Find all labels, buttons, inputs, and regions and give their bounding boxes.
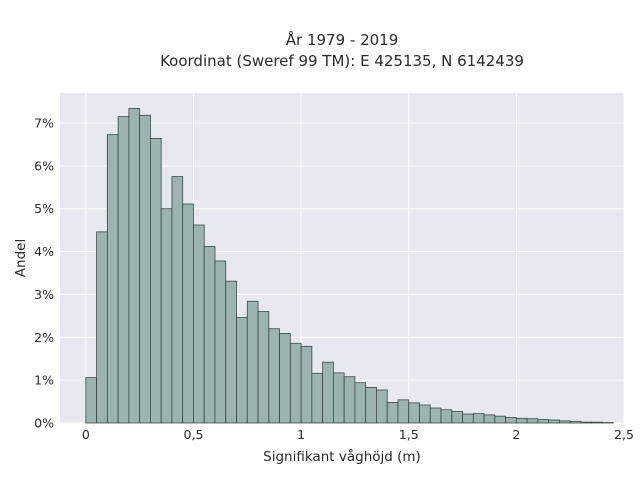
- x-tick-label: 1,5: [399, 427, 419, 442]
- histogram-bar: [150, 138, 162, 424]
- histogram-bar: [96, 231, 108, 424]
- histogram-bar: [548, 419, 560, 424]
- y-axis-label: Andel: [13, 239, 29, 277]
- histogram-bar: [182, 203, 194, 424]
- y-tick-label: 1%: [34, 373, 54, 388]
- chart-subtitle: Koordinat (Sweref 99 TM): E 425135, N 61…: [160, 52, 524, 70]
- histogram-bar: [289, 342, 302, 424]
- histogram-bar: [365, 387, 377, 424]
- y-tick-label: 7%: [34, 116, 54, 131]
- histogram-bar: [203, 246, 216, 424]
- histogram-bar: [429, 407, 442, 424]
- y-tick-label: 6%: [34, 158, 54, 173]
- x-axis-ticks: 0 0,5 1 1,5 2 2,5: [82, 427, 634, 442]
- histogram-bar: [526, 418, 539, 424]
- histogram-bar: [236, 317, 248, 424]
- histogram-bar: [343, 376, 356, 424]
- x-tick-label: 2: [512, 427, 520, 442]
- histogram-bar: [515, 417, 528, 424]
- histogram-bar: [117, 116, 130, 424]
- x-tick-label: 0: [82, 427, 90, 442]
- y-tick-label: 0%: [34, 416, 54, 431]
- histogram-bar: [214, 260, 227, 424]
- chart-title: År 1979 - 2019: [286, 30, 399, 49]
- y-tick-label: 5%: [34, 201, 54, 216]
- histogram-bar: [472, 413, 485, 424]
- histogram-bar: [419, 404, 431, 424]
- histogram-bar: [246, 300, 259, 424]
- histogram-bar: [332, 372, 345, 424]
- x-tick-label: 2,5: [614, 427, 634, 442]
- histogram-bar: [386, 402, 399, 424]
- histogram-bar: [322, 361, 334, 424]
- y-tick-label: 2%: [34, 330, 54, 345]
- histogram-bar: [268, 328, 280, 424]
- bars: [85, 108, 614, 424]
- histogram-bar: [354, 382, 367, 424]
- histogram-bar: [160, 208, 173, 424]
- histogram-bar: [483, 414, 496, 424]
- histogram-bar: [225, 280, 237, 424]
- histogram-bar: [591, 421, 603, 424]
- y-axis-ticks: 0% 1% 2% 3% 4% 5% 6% 7%: [34, 116, 54, 431]
- histogram-bar: [257, 311, 270, 424]
- histogram-bar: [580, 421, 593, 424]
- histogram-bar: [193, 224, 205, 424]
- histogram-bar: [171, 176, 184, 424]
- histogram-bar: [494, 415, 507, 424]
- y-tick-label: 3%: [34, 287, 54, 302]
- histogram-bar: [397, 399, 410, 424]
- histogram-bar: [505, 417, 517, 424]
- histogram-bar: [279, 333, 291, 424]
- x-tick-label: 1: [297, 427, 305, 442]
- histogram-bar: [300, 345, 313, 424]
- histogram-bar: [85, 377, 97, 424]
- x-tick-label: 0,5: [184, 427, 204, 442]
- histogram-bar: [106, 134, 119, 424]
- histogram-bar: [537, 419, 550, 424]
- histogram-bar: [462, 413, 474, 424]
- y-tick-label: 4%: [34, 244, 54, 259]
- x-axis-label: Signifikant våghöjd (m): [263, 448, 421, 465]
- histogram-bar: [376, 389, 388, 424]
- histogram-bar: [559, 420, 571, 424]
- histogram-bar: [408, 402, 420, 424]
- histogram-bar: [311, 372, 324, 424]
- histogram-bar: [569, 420, 582, 424]
- histogram-bar: [139, 114, 151, 424]
- histogram-bar: [451, 411, 463, 424]
- histogram-bar: [128, 108, 141, 424]
- histogram-bar: [440, 409, 453, 424]
